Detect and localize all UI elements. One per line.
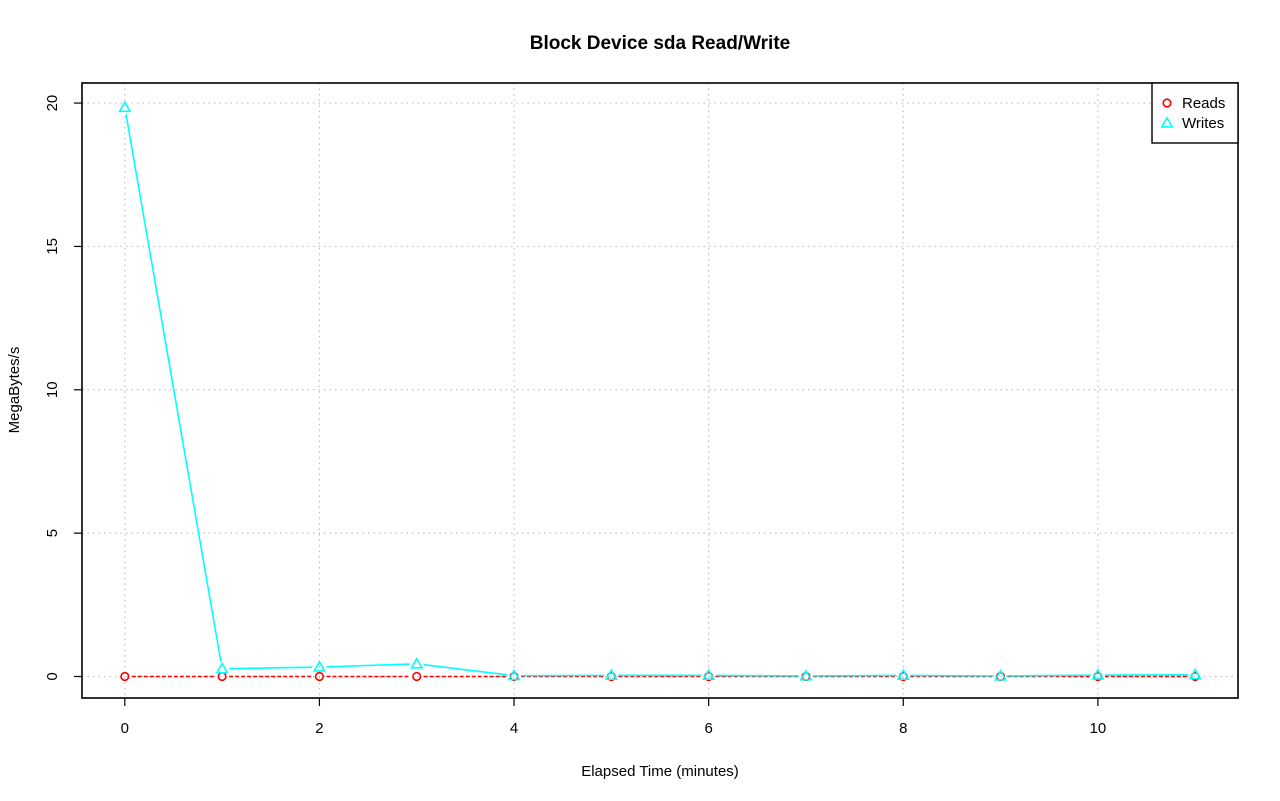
data-point: [410, 657, 424, 669]
data-point: [604, 668, 618, 681]
data-point: [1091, 668, 1105, 680]
data-point: [1188, 667, 1202, 680]
y-tick-label: 10: [44, 381, 61, 398]
data-point: [120, 671, 130, 682]
data-point: [702, 668, 716, 681]
legend-marker-reads: [1162, 98, 1172, 108]
data-point: [215, 661, 229, 674]
x-tick-label: 4: [510, 720, 518, 737]
grid: [82, 83, 1238, 698]
data-point: [118, 100, 132, 113]
data-point: [217, 671, 227, 682]
data-point: [314, 671, 325, 682]
series-line-segment: [326, 663, 410, 668]
series-layer: [118, 100, 1202, 682]
y-axis-label: MegaBytes/s: [6, 347, 23, 434]
x-tick-label: 0: [121, 720, 129, 737]
legend-box: [1151, 82, 1239, 144]
data-point: [993, 669, 1008, 681]
y-tick-label: 20: [44, 95, 61, 112]
x-axis: 0 2 4 6 8 10: [121, 698, 1107, 737]
chart-title: Block Device sda Read/Write: [530, 33, 790, 54]
series-line-segment: [229, 666, 313, 670]
legend: Reads Writes: [1151, 82, 1239, 144]
x-tick-label: 8: [899, 720, 907, 737]
plot-frame: [81, 82, 1239, 699]
data-point: [799, 669, 813, 681]
x-tick-label: 10: [1090, 720, 1107, 737]
data-point: [896, 668, 910, 681]
x-axis-label: Elapsed Time (minutes): [581, 763, 739, 780]
y-axis: 0 5 10 15 20: [44, 95, 82, 681]
legend-label-writes: Writes: [1182, 115, 1224, 132]
legend-label-reads: Reads: [1182, 95, 1225, 112]
legend-marker-writes: [1160, 116, 1174, 128]
series-line-segment: [125, 114, 222, 662]
series-writes: [118, 100, 1202, 681]
y-tick-label: 5: [44, 529, 61, 537]
series-line-segment: [423, 663, 508, 676]
y-tick-label: 0: [44, 672, 61, 680]
data-point: [507, 668, 521, 681]
x-tick-label: 2: [315, 720, 323, 737]
data-point: [312, 660, 327, 672]
y-tick-label: 15: [44, 238, 61, 255]
x-tick-label: 6: [704, 720, 712, 737]
series-line-segment: [1007, 674, 1091, 677]
data-point: [412, 671, 422, 682]
